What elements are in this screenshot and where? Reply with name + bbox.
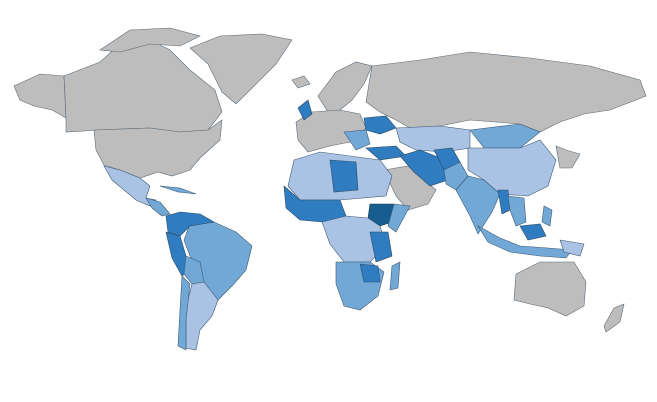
myanmar [497, 189, 511, 215]
philippines [541, 205, 553, 227]
libya [329, 159, 359, 193]
british-isles [297, 99, 313, 121]
russia [365, 51, 647, 133]
alaska [13, 73, 67, 119]
china [467, 139, 557, 197]
canada-islands [99, 27, 201, 53]
balkans [343, 129, 371, 151]
east-africa [369, 231, 393, 263]
madagascar [389, 261, 401, 291]
central-america [145, 197, 171, 217]
new-zealand [603, 303, 625, 333]
australia [513, 261, 587, 317]
horn-somalia [387, 203, 411, 233]
ukraine [363, 115, 397, 135]
png [559, 239, 585, 257]
mexico [103, 165, 157, 207]
brazil [183, 221, 253, 301]
borneo-sulawesi [519, 223, 547, 241]
caribbean [159, 185, 197, 195]
indonesia [477, 225, 573, 259]
colombia-venezuela [165, 211, 215, 237]
usa [93, 119, 223, 179]
mongolia [469, 123, 541, 149]
turkey [365, 145, 407, 161]
iceland [291, 75, 311, 89]
india [455, 175, 501, 235]
arabia [383, 165, 437, 211]
greenland [189, 33, 293, 105]
kazakhstan [395, 125, 471, 153]
southeast-asia [507, 195, 527, 227]
scandinavia [317, 61, 373, 113]
japan-korea [555, 145, 581, 169]
zambia-zimbabwe [359, 263, 381, 283]
chile [177, 275, 191, 351]
